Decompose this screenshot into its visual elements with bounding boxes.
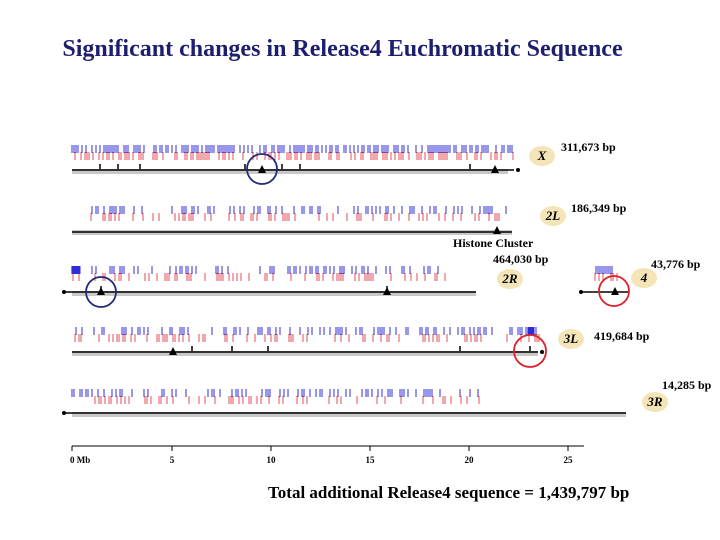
arm-X-bp: 311,673 bp bbox=[561, 140, 616, 154]
arm-2R-badge bbox=[497, 269, 523, 289]
arm-3R-band bbox=[72, 412, 626, 417]
arm-4: 4 43,776 bp bbox=[579, 257, 701, 307]
arm-3R-end bbox=[62, 411, 66, 415]
arm-X: X 311,673 bp bbox=[72, 140, 616, 185]
arm-2R-label: 2R bbox=[501, 271, 518, 286]
centromere-marker bbox=[611, 287, 619, 295]
arm-X-band bbox=[72, 169, 508, 174]
arm-2R-band bbox=[72, 291, 476, 296]
arm-2R: 2R 464,030 bp bbox=[62, 252, 549, 308]
arm-3L-badge bbox=[558, 329, 584, 349]
highlight-circle bbox=[85, 276, 117, 308]
axis-label-0: 0 Mb bbox=[70, 455, 90, 465]
arm-2R-bp: 464,030 bp bbox=[493, 252, 549, 266]
arm-2L-badge bbox=[540, 206, 566, 226]
arm-2L-bp: 186,349 bp bbox=[571, 201, 627, 215]
arm-X-end bbox=[516, 168, 520, 172]
arm-X-label: X bbox=[537, 148, 547, 163]
arm-2L-label: 2L bbox=[545, 208, 561, 223]
centromere-marker bbox=[97, 287, 105, 295]
total-summary: Total additional Release4 sequence = 1,4… bbox=[268, 483, 630, 502]
highlight-circle bbox=[513, 334, 547, 368]
tick-marks bbox=[71, 145, 618, 404]
arm-4-label: 4 bbox=[640, 270, 648, 285]
arm-2R-end bbox=[62, 290, 66, 294]
centromere-marker bbox=[493, 226, 501, 234]
arm-X-badge bbox=[529, 146, 555, 166]
arm-3R-bp: 14,285 bp bbox=[662, 378, 712, 392]
centromere-marker bbox=[258, 165, 266, 173]
centromere-marker bbox=[491, 165, 499, 173]
highlight-circle bbox=[598, 275, 630, 307]
arm-2L: 2L 186,349 bp Histone Cluster bbox=[72, 201, 627, 250]
arm-3L: 3L 419,684 bp bbox=[72, 329, 650, 368]
arm-3L-end bbox=[540, 350, 544, 354]
arm-4-end bbox=[579, 290, 583, 294]
centromere-marker bbox=[383, 287, 391, 295]
histone-cluster-annotation: Histone Cluster bbox=[453, 236, 534, 250]
arm-3L-label: 3L bbox=[563, 331, 579, 346]
arm-4-badge bbox=[631, 268, 657, 288]
slide-title: Significant changes in Release4 Euchroma… bbox=[62, 36, 623, 62]
arm-3R-badge bbox=[642, 392, 668, 412]
mb-axis: 0 Mb 5 10 15 20 25 bbox=[70, 445, 584, 465]
arm-3L-bp: 419,684 bp bbox=[594, 329, 650, 343]
axis-label-5: 5 bbox=[170, 455, 175, 465]
axis-label-20: 20 bbox=[465, 455, 475, 465]
arm-3R: 3R 14,285 bp bbox=[62, 378, 712, 417]
highlight-circle bbox=[246, 153, 278, 185]
arm-3L-band bbox=[72, 351, 538, 356]
axis-label-25: 25 bbox=[564, 455, 574, 465]
axis-label-10: 10 bbox=[267, 455, 277, 465]
centromere-marker bbox=[169, 347, 177, 355]
arm-4-bp: 43,776 bp bbox=[651, 257, 701, 271]
axis-label-15: 15 bbox=[366, 455, 376, 465]
arm-3R-label: 3R bbox=[646, 394, 663, 409]
